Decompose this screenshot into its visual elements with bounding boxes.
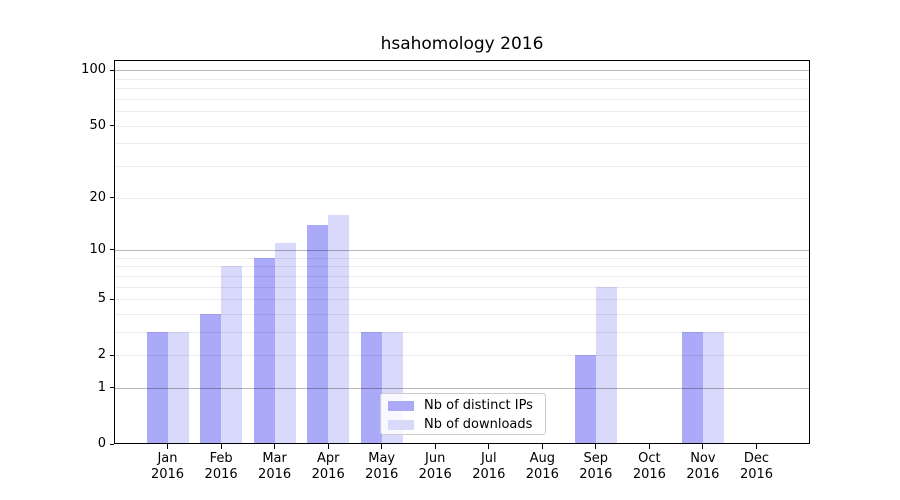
x-tick-label-may: May 2016 — [365, 451, 399, 482]
bar-nb-of-distinct-ips-mar — [253, 257, 275, 444]
gridline-70 — [114, 98, 810, 100]
legend-swatch-downloads-icon — [388, 419, 414, 430]
y-tick-label-0: 0 — [97, 436, 106, 451]
x-tick-label-dec: Dec 2016 — [739, 451, 774, 482]
x-tick-mark-oct — [648, 444, 650, 449]
legend-label-distinct-ips: Nb of distinct IPs — [424, 398, 533, 413]
gridline-4 — [114, 313, 810, 315]
y-tick-label-1: 1 — [97, 379, 106, 395]
x-tick-mark-dec — [756, 444, 757, 449]
y-tick-mark-1 — [109, 387, 114, 389]
bar-nb-of-downloads-nov — [702, 331, 724, 444]
bar-nb-of-downloads-feb — [221, 266, 243, 444]
gridline-1 — [114, 387, 810, 389]
x-tick-mark-may — [381, 444, 383, 449]
bar-nb-of-downloads-sep — [595, 286, 617, 444]
x-tick-label-oct: Oct 2016 — [632, 451, 666, 482]
x-tick-mark-jan — [167, 444, 168, 449]
y-tick-mark-20 — [109, 197, 114, 198]
y-tick-mark-2 — [109, 354, 114, 356]
gridline-80 — [114, 88, 810, 90]
legend: Nb of distinct IPs Nb of downloads — [380, 393, 546, 435]
y-tick-mark-10 — [109, 249, 114, 251]
x-tick-label-jul: Jul 2016 — [472, 451, 506, 482]
bar-nb-of-downloads-mar — [274, 242, 296, 444]
x-tick-label-feb: Feb 2016 — [204, 451, 238, 482]
gridline-3 — [114, 331, 810, 333]
legend-swatch-distinct-ips-icon — [388, 400, 414, 411]
y-tick-mark-0 — [109, 443, 114, 445]
gridline-2 — [114, 355, 810, 357]
gridline-8 — [114, 266, 810, 268]
x-tick-label-jun: Jun 2016 — [418, 451, 452, 482]
gridline-10 — [114, 249, 810, 251]
bar-nb-of-distinct-ips-may — [360, 331, 382, 444]
y-tick-label-2: 2 — [97, 347, 106, 363]
y-tick-mark-5 — [109, 298, 114, 300]
y-tick-label-20: 20 — [89, 189, 106, 205]
bar-nb-of-downloads-jan — [167, 331, 189, 444]
x-tick-mark-jul — [488, 444, 490, 449]
gridline-40 — [114, 143, 810, 145]
gridline-90 — [114, 78, 810, 80]
x-tick-label-jan: Jan 2016 — [150, 451, 185, 482]
bar-nb-of-distinct-ips-apr — [307, 224, 329, 444]
gridline-30 — [114, 166, 810, 167]
legend-item-downloads: Nb of downloads — [381, 415, 545, 434]
x-tick-mark-sep — [595, 444, 597, 449]
y-tick-mark-50 — [109, 125, 114, 127]
x-tick-label-nov: Nov 2016 — [686, 451, 720, 482]
bar-nb-of-distinct-ips-feb — [200, 313, 222, 444]
x-tick-label-apr: Apr 2016 — [311, 451, 345, 482]
x-tick-mark-apr — [327, 444, 329, 449]
y-tick-label-100: 100 — [81, 62, 106, 78]
y-tick-label-5: 5 — [97, 291, 106, 306]
gridline-100 — [114, 70, 810, 72]
x-tick-label-aug: Aug 2016 — [525, 451, 559, 482]
bar-nb-of-distinct-ips-jan — [146, 331, 168, 444]
gridline-50 — [114, 125, 810, 127]
x-tick-mark-feb — [220, 444, 222, 449]
y-tick-label-10: 10 — [89, 241, 106, 257]
plot-area — [114, 60, 810, 444]
legend-item-distinct-ips: Nb of distinct IPs — [381, 396, 545, 415]
x-tick-label-sep: Sep 2016 — [579, 451, 613, 482]
bar-nb-of-downloads-apr — [328, 214, 350, 444]
x-tick-mark-nov — [702, 444, 704, 449]
bar-nb-of-distinct-ips-sep — [574, 355, 596, 444]
x-tick-mark-aug — [541, 444, 543, 449]
x-tick-label-mar: Mar 2016 — [258, 451, 292, 482]
gridline-20 — [114, 197, 810, 199]
gridline-60 — [114, 111, 810, 113]
y-tick-label-50: 50 — [89, 117, 106, 133]
gridline-6 — [114, 286, 810, 288]
gridline-9 — [114, 257, 810, 259]
gridline-7 — [114, 275, 810, 277]
x-tick-mark-mar — [274, 444, 276, 449]
legend-label-downloads: Nb of downloads — [424, 417, 533, 432]
gridline-5 — [114, 299, 810, 300]
y-tick-mark-100 — [109, 69, 114, 71]
x-tick-mark-jun — [434, 444, 436, 449]
chart-title: hsahomology 2016 — [380, 34, 544, 54]
bar-nb-of-distinct-ips-nov — [681, 331, 703, 444]
